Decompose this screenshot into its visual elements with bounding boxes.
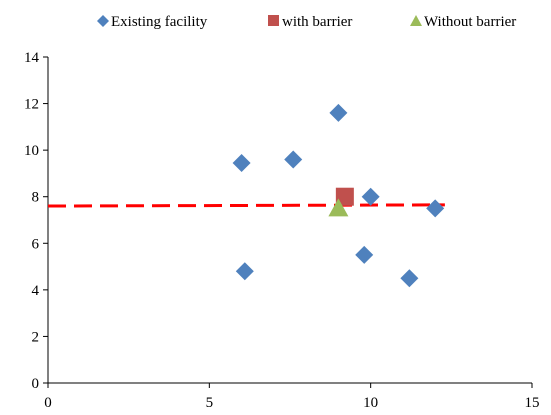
y-tick-label: 12 [24,97,39,113]
y-tick-label: 14 [24,50,40,66]
point-diamond [232,153,251,172]
axes: 0 2 4 6 8 10 12 14 0 5 10 15 [24,50,540,411]
point-diamond [355,245,374,264]
legend-label-with-barrier: with barrier [282,14,352,30]
legend-label-without-barrier: Without barrier [424,14,516,30]
point-diamond [329,103,348,122]
y-tick-label: 6 [32,236,40,252]
point-triangle [328,198,349,217]
x-tick-label: 10 [363,395,378,411]
legend-label-existing-facility: Existing facility [111,14,208,30]
point-diamond [400,269,419,288]
point-square [335,187,354,206]
x-tick-label: 15 [525,395,540,411]
legend: Existing facility with barrier Without b… [97,14,516,30]
series-1 [335,187,354,206]
point-diamond [235,262,254,281]
legend-marker-diamond [97,15,109,27]
legend-item-with-barrier: with barrier [268,14,352,30]
point-diamond [361,187,380,206]
y-tick-label: 4 [32,283,40,299]
point-diamond [426,199,445,218]
y-tick-label: 8 [32,190,40,206]
y-tick-label: 2 [32,329,40,345]
series-0 [232,103,445,288]
legend-marker-square [268,15,279,26]
y-tick-label: 10 [24,143,39,159]
series-2 [328,198,349,217]
x-tick-label: 5 [206,395,214,411]
reference-line [47,203,445,208]
legend-item-existing-facility: Existing facility [97,14,208,30]
legend-item-without-barrier: Without barrier [410,14,516,30]
data-points [232,103,445,288]
x-tick-label: 0 [44,395,52,411]
y-tick-label: 0 [32,376,40,392]
legend-marker-triangle [410,15,422,26]
point-diamond [284,150,303,169]
reference-line-group [47,203,445,208]
